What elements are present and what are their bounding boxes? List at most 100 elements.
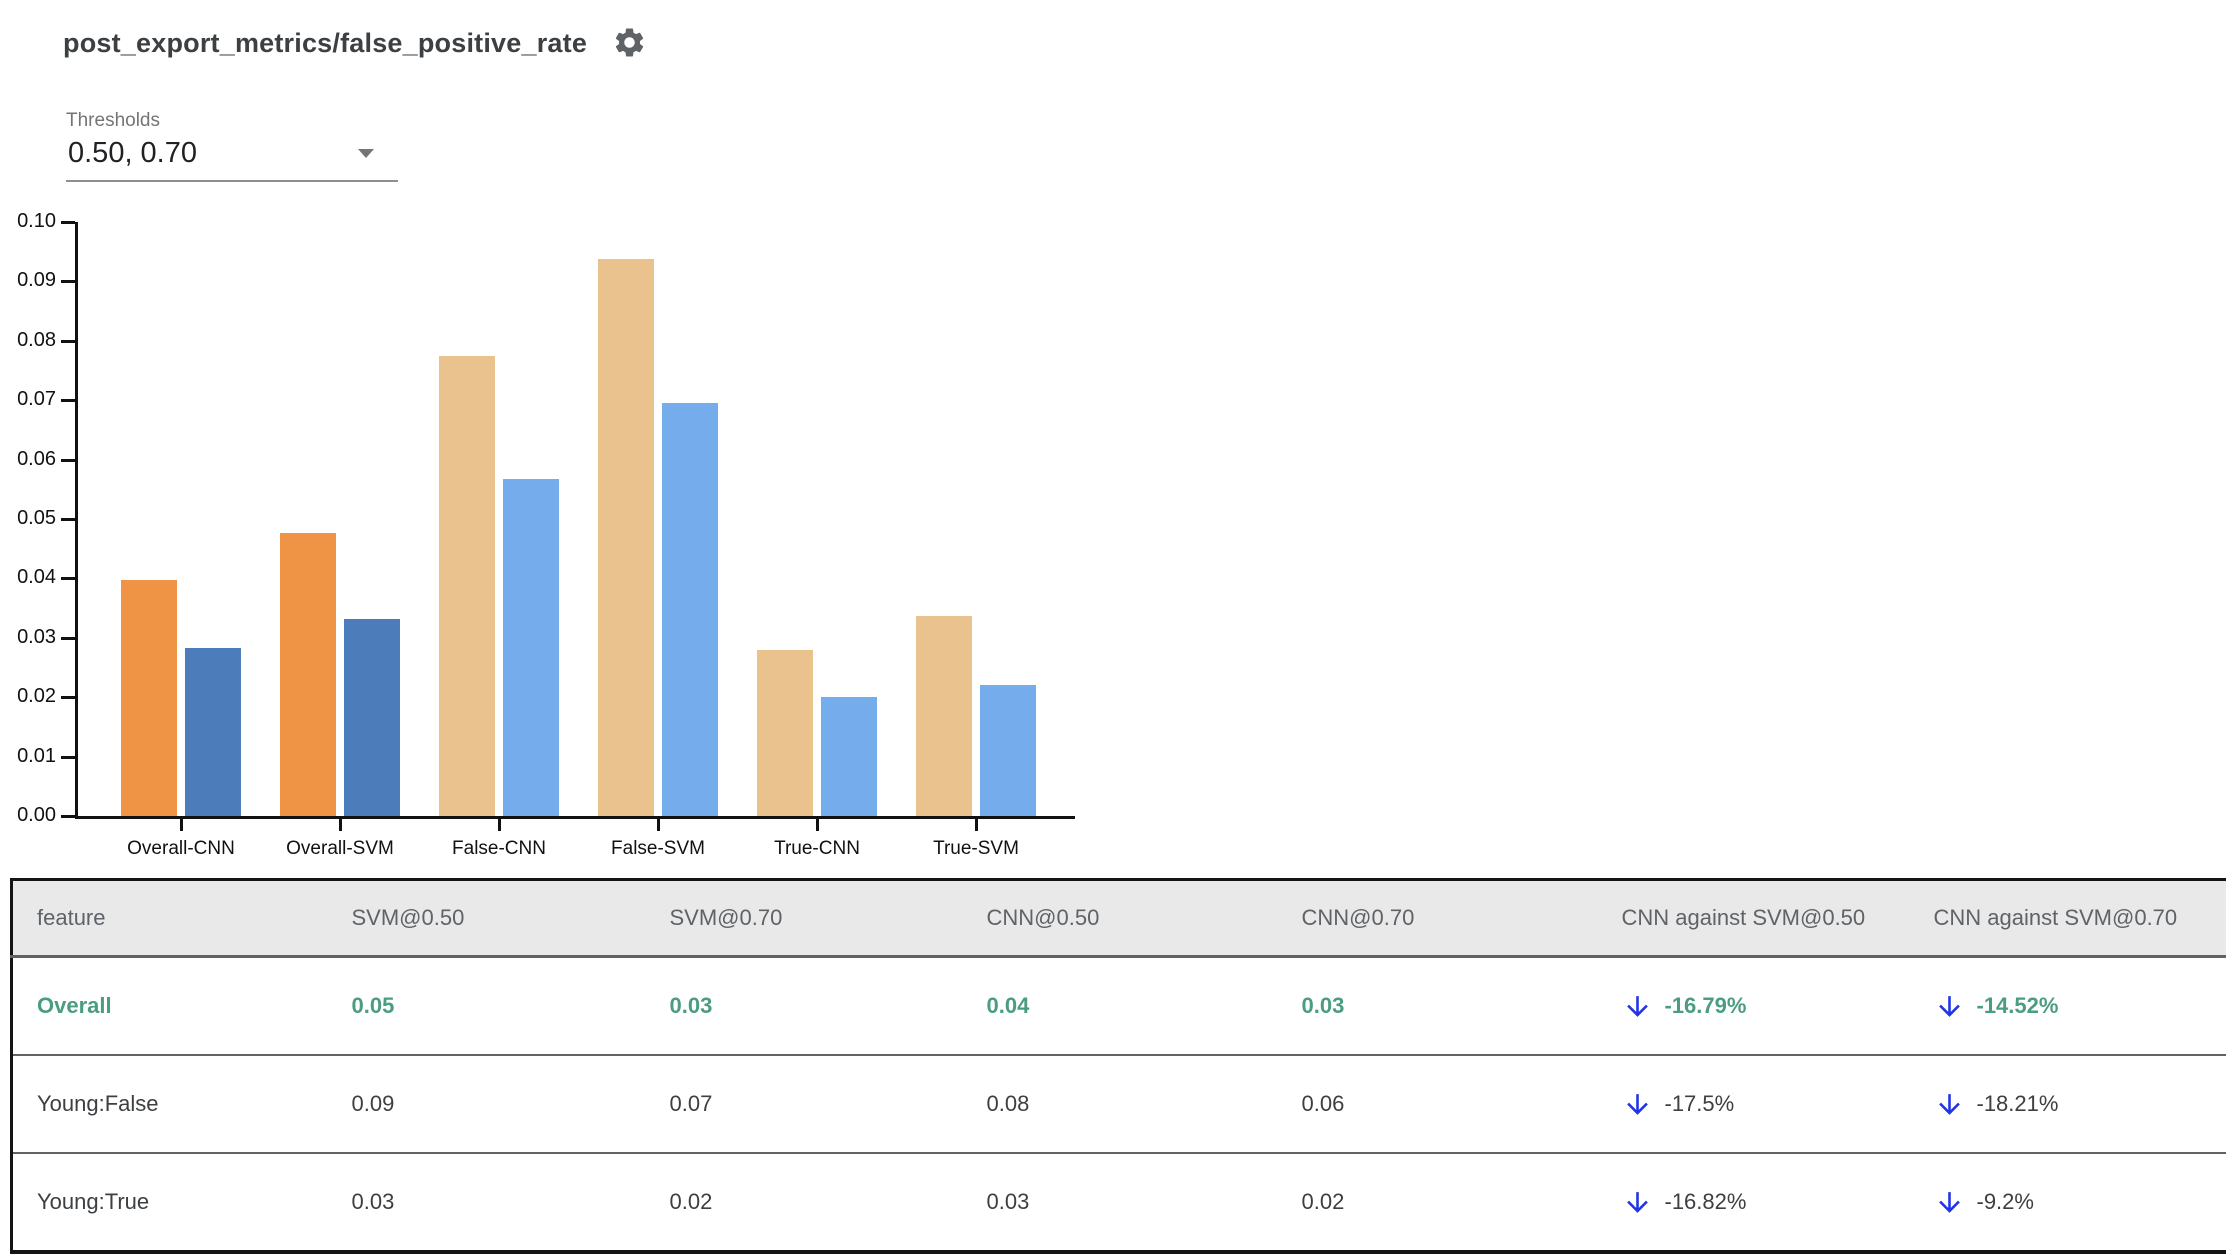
table-row: Young:False 0.09 0.07 0.08 0.06 -17.5% -18.21% (11, 1055, 2227, 1153)
column-header: CNN against SVM@0.70 (1909, 879, 2226, 958)
delta-cell: -16.82% (1598, 1153, 1910, 1252)
y-tick-label: 0.10 (17, 210, 56, 232)
table-row: Young:True 0.03 0.02 0.03 0.02 -16.82% -9.2% (12, 1153, 2227, 1252)
x-category-label: True-CNN (774, 838, 860, 859)
x-tick-mark (180, 819, 183, 831)
feature-cell: Overall (37, 993, 112, 1018)
bar-Overall-SVM-threshold@0.50[interactable] (280, 533, 336, 816)
bar-Overall-SVM-threshold@0.70[interactable] (344, 619, 400, 816)
delta-cell: -17.5% (1598, 1055, 1910, 1153)
column-header: CNN@0.70 (1277, 879, 1598, 958)
metric-cell: 0.03 (669, 993, 713, 1018)
y-tick-label: 0.01 (17, 744, 56, 767)
y-tick-mark (61, 636, 75, 640)
column-header: feature (11, 879, 328, 958)
metric-cell: 0.02 (1301, 1189, 1345, 1214)
delta-cell: -9.2% (1910, 1153, 2227, 1252)
arrow-down-icon (1934, 1089, 1965, 1120)
table-header-row: feature SVM@0.50 SVM@0.70 CNN@0.50 CNN@0.70 C… (11, 879, 2226, 958)
thresholds-label: Thresholds (66, 110, 160, 131)
x-axis-line (75, 816, 1075, 819)
metric-cell: 0.03 (1301, 993, 1345, 1018)
arrow-down-icon (1934, 1187, 1965, 1218)
chevron-down-icon (358, 149, 374, 158)
bar-True-SVM-threshold@0.70[interactable] (980, 685, 1036, 816)
metric-cell: 0.09 (351, 1091, 395, 1116)
feature-cell: Young:True (37, 1189, 150, 1214)
thresholds-select[interactable]: Thresholds 0.50, 0.70 (66, 110, 398, 182)
settings-gear-icon[interactable] (612, 25, 647, 60)
metric-cell: 0.06 (1301, 1091, 1345, 1116)
y-tick-label: 0.06 (17, 447, 56, 470)
delta-cell: -18.21% (1910, 1055, 2227, 1153)
column-header: CNN@0.50 (962, 879, 1278, 958)
bar-False-CNN-threshold@0.70[interactable] (503, 479, 559, 816)
y-tick-mark (61, 280, 75, 284)
x-category-label: Overall-SVM (286, 838, 394, 859)
x-category-label: False-CNN (452, 838, 546, 859)
arrow-down-icon (1934, 991, 1965, 1022)
y-tick-label: 0.00 (17, 804, 56, 826)
bar-True-CNN-threshold@0.70[interactable] (821, 697, 877, 816)
y-tick-label: 0.02 (17, 685, 56, 708)
bar-True-CNN-threshold@0.50[interactable] (757, 650, 813, 816)
y-tick-mark (61, 815, 75, 818)
bar-False-SVM-threshold@0.70[interactable] (662, 403, 718, 816)
y-axis-line (75, 222, 78, 819)
y-tick-mark (61, 577, 75, 581)
y-tick-mark (61, 458, 75, 462)
y-tick-label: 0.09 (17, 269, 56, 292)
delta-cell: -16.79% (1598, 957, 1910, 1056)
bar-Overall-CNN-threshold@0.70[interactable] (185, 648, 241, 816)
delta-value: -17.5% (1664, 1091, 1735, 1116)
page-title: post_export_metrics/false_positive_rate (63, 28, 588, 58)
arrow-down-icon (1622, 1187, 1653, 1218)
arrow-down-icon (1622, 991, 1653, 1022)
metric-cell: 0.08 (986, 1091, 1030, 1116)
arrow-down-icon (1622, 1089, 1653, 1120)
delta-cell: -14.52% (1910, 957, 2227, 1056)
y-tick-label: 0.03 (17, 625, 56, 648)
bar-Overall-CNN-threshold@0.50[interactable] (121, 580, 177, 816)
y-tick-mark (61, 518, 75, 521)
metric-cell: 0.02 (669, 1189, 713, 1214)
delta-value: -16.82% (1664, 1189, 1747, 1214)
x-category-label: Overall-CNN (127, 838, 235, 859)
thresholds-value: 0.50, 0.70 (68, 137, 197, 169)
column-header: CNN against SVM@0.50 (1597, 879, 1910, 958)
metric-cell: 0.03 (351, 1189, 395, 1214)
delta-value: -14.52% (1976, 993, 2059, 1018)
y-tick-label: 0.08 (17, 328, 56, 351)
y-tick-label: 0.07 (17, 388, 56, 411)
delta-value: -18.21% (1976, 1091, 2059, 1116)
bar-False-CNN-threshold@0.50[interactable] (439, 356, 495, 816)
x-tick-mark (816, 819, 819, 831)
column-header: SVM@0.70 (645, 879, 963, 958)
feature-cell: Young:False (37, 1091, 159, 1116)
y-tick-mark (61, 755, 75, 759)
y-tick-mark (61, 221, 75, 224)
x-tick-mark (657, 819, 660, 831)
y-tick-mark (61, 696, 75, 700)
bar-False-SVM-threshold@0.50[interactable] (598, 259, 654, 816)
metric-cell: 0.07 (669, 1091, 713, 1116)
metrics-table: feature SVM@0.50 SVM@0.70 CNN@0.50 CNN@0.70 C… (10, 878, 2226, 1254)
delta-value: -16.79% (1664, 993, 1747, 1018)
x-category-label: True-SVM (933, 838, 1019, 859)
x-tick-mark (975, 819, 978, 831)
metric-cell: 0.05 (351, 993, 395, 1018)
x-tick-mark (339, 819, 342, 831)
bar-True-SVM-threshold@0.50[interactable] (916, 616, 972, 816)
column-header: SVM@0.50 (327, 879, 646, 958)
false-positive-rate-bar-chart: 0.00 0.01 0.02 0.03 0.04 0.05 0.06 0.07 0.08 0.09… (0, 0, 1130, 872)
x-tick-mark (498, 819, 501, 831)
y-tick-mark (61, 339, 75, 343)
delta-value: -9.2% (1976, 1189, 2034, 1214)
x-category-label: False-SVM (611, 838, 705, 859)
table-row: Overall 0.05 0.03 0.04 0.03 -16.79% -14.52% (11, 957, 2227, 1056)
y-tick-label: 0.04 (17, 566, 56, 589)
metric-cell: 0.04 (986, 993, 1030, 1018)
y-tick-mark (61, 399, 75, 403)
y-tick-label: 0.05 (17, 507, 56, 529)
